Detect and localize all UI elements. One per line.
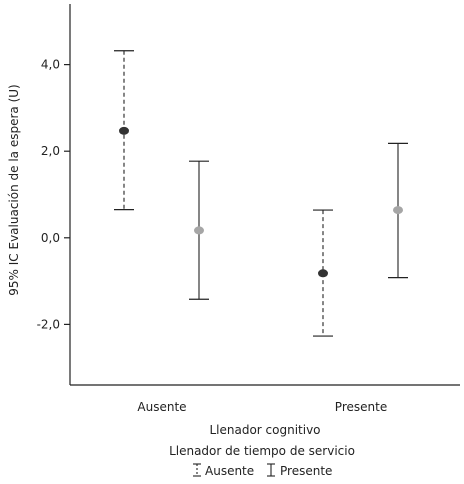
error-bar	[388, 142, 408, 279]
x-axis-label: Llenador cognitivo	[209, 423, 320, 437]
y-ticks: 4,0 2,0 0,0 -2,0	[37, 58, 70, 331]
mean-point	[318, 269, 328, 278]
legend: Ausente Presente	[193, 463, 332, 478]
error-bars	[114, 50, 408, 337]
error-bar	[313, 209, 333, 337]
y-tick-label: 4,0	[41, 58, 60, 72]
error-bar	[114, 50, 134, 211]
y-tick-label: 0,0	[41, 231, 60, 245]
legend-item: Ausente	[193, 463, 254, 478]
legend-item: Presente	[267, 463, 332, 478]
x-category-label: Presente	[335, 400, 387, 414]
y-tick-label: 2,0	[41, 144, 60, 158]
x-category-labels: Ausente Presente	[137, 400, 387, 414]
legend-title: Llenador de tiempo de servicio	[169, 444, 355, 458]
error-bar	[189, 160, 209, 300]
mean-point	[393, 206, 403, 215]
y-tick-label: -2,0	[37, 317, 60, 331]
legend-label: Presente	[280, 464, 332, 478]
y-axis-label: 95% IC Evaluación de la espera (U)	[7, 84, 21, 295]
x-category-label: Ausente	[137, 400, 186, 414]
axes	[69, 4, 460, 386]
mean-point	[194, 226, 204, 235]
legend-label: Ausente	[205, 464, 254, 478]
mean-point	[119, 126, 129, 135]
